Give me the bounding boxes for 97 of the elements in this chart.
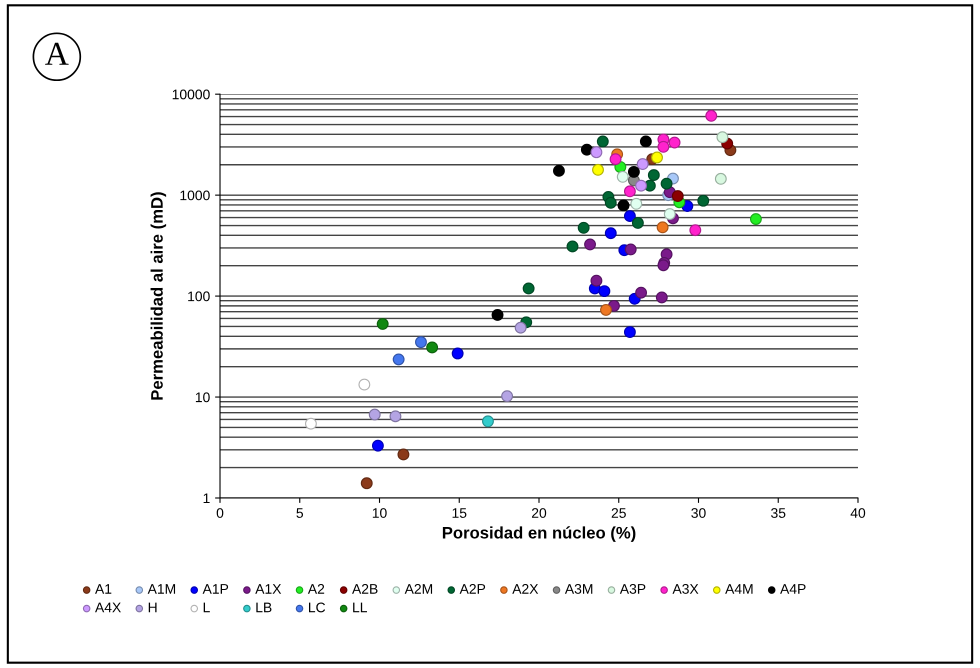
- legend-label: A4P: [780, 584, 806, 594]
- legend-label: A4X: [95, 602, 121, 612]
- legend-label: LC: [308, 602, 326, 612]
- legend-label: A4M: [725, 584, 753, 594]
- point: [360, 477, 373, 490]
- point: [592, 164, 604, 176]
- point: [304, 418, 317, 430]
- point: [452, 348, 464, 360]
- point: [390, 410, 402, 422]
- point: [580, 144, 593, 156]
- point: [590, 146, 602, 158]
- x-tick-label: 0: [216, 508, 224, 518]
- point: [640, 136, 652, 148]
- point: [566, 240, 578, 252]
- y-tick-label: 10000: [172, 90, 210, 100]
- point: [514, 322, 527, 334]
- point: [660, 178, 673, 190]
- y-tick-label: 1000: [180, 190, 210, 200]
- point: [482, 415, 494, 428]
- legend-label: A2P: [460, 584, 486, 594]
- legend-label: L: [204, 602, 210, 612]
- y-tick-label: 10: [196, 392, 210, 402]
- point: [600, 304, 612, 316]
- point: [664, 208, 676, 220]
- point: [714, 172, 727, 185]
- legend-label: A2B: [352, 584, 378, 594]
- text: A: [45, 42, 69, 65]
- point: [648, 169, 660, 182]
- legend-label: LL: [353, 602, 367, 612]
- point: [697, 194, 710, 207]
- legend-label: A1M: [148, 584, 176, 594]
- point: [635, 180, 648, 192]
- x-tick-label: 15: [452, 508, 466, 518]
- x-tick-label: 30: [691, 508, 706, 518]
- point: [716, 131, 728, 144]
- point: [668, 136, 681, 148]
- point: [624, 185, 636, 198]
- legend-label: LB: [256, 602, 272, 612]
- x-tick-label: 10: [372, 508, 387, 518]
- x-tick-label: 20: [532, 508, 546, 518]
- point: [689, 224, 702, 236]
- legend-label: A2: [308, 584, 324, 594]
- point: [624, 326, 636, 338]
- point: [630, 198, 642, 210]
- legend-label: A1P: [202, 584, 228, 594]
- point: [501, 390, 514, 402]
- point: [657, 259, 670, 272]
- point: [672, 190, 684, 202]
- legend-label: A2X: [512, 584, 538, 594]
- point: [596, 136, 609, 148]
- point: [657, 140, 670, 153]
- point: [590, 274, 602, 287]
- x-tick-label: 5: [296, 508, 304, 518]
- point: [604, 227, 617, 240]
- point: [358, 378, 370, 390]
- point: [376, 318, 389, 330]
- legend-label: A2M: [404, 584, 432, 594]
- legend-label: H: [148, 602, 157, 612]
- point: [656, 291, 668, 304]
- x-tick-label: 35: [771, 508, 786, 518]
- point: [397, 448, 410, 460]
- point: [392, 353, 405, 366]
- x-axis-title: Porosidad en núcleo (%): [442, 526, 636, 542]
- point: [624, 210, 636, 222]
- point: [628, 166, 640, 178]
- point: [656, 221, 669, 234]
- y-axis-title: Permeabilidad al aire (mD): [150, 192, 166, 400]
- point: [616, 170, 629, 183]
- legend-label: A3P: [620, 584, 646, 594]
- point: [618, 200, 630, 212]
- x-tick-label: 40: [850, 508, 866, 518]
- point: [632, 217, 644, 229]
- point: [522, 282, 535, 294]
- point: [635, 286, 648, 299]
- legend-label: A3X: [672, 584, 698, 594]
- point: [610, 153, 622, 166]
- legend-label: A1: [95, 584, 112, 594]
- point: [651, 152, 663, 164]
- legend-label: A1X: [255, 584, 282, 594]
- point: [553, 164, 565, 177]
- point: [598, 285, 610, 298]
- point: [636, 158, 649, 170]
- point: [705, 110, 718, 122]
- point: [426, 342, 438, 354]
- point: [584, 238, 596, 250]
- legend-label: A3M: [564, 584, 592, 594]
- point: [604, 196, 617, 209]
- x-tick-label: 25: [612, 508, 626, 518]
- point: [368, 408, 381, 421]
- point: [750, 213, 762, 225]
- y-tick-label: 1: [204, 493, 210, 504]
- point: [372, 440, 384, 452]
- point: [578, 222, 590, 234]
- point: [415, 336, 427, 348]
- point: [492, 309, 504, 321]
- y-tick-label: 100: [188, 291, 210, 302]
- point: [624, 243, 637, 256]
